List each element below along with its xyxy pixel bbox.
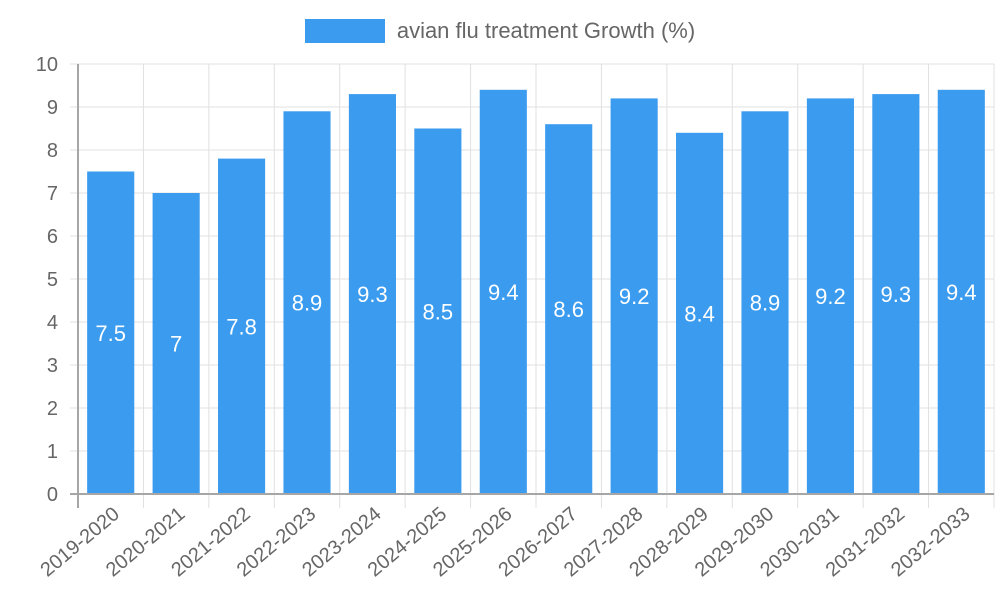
bar-value-label: 9.4	[946, 280, 977, 305]
y-tick-label: 5	[47, 269, 58, 291]
bar-value-label: 8.9	[292, 291, 323, 316]
bar[interactable]	[545, 124, 593, 494]
chart-legend: avian flu treatment Growth (%)	[0, 18, 1000, 44]
y-tick-label: 0	[47, 484, 58, 506]
bar-value-label: 9.2	[815, 284, 846, 309]
bars	[87, 89, 985, 495]
bar[interactable]	[937, 89, 985, 495]
y-tick-label: 2	[47, 398, 58, 420]
bar-value-label: 8.5	[423, 299, 454, 324]
y-tick-label: 10	[36, 54, 58, 76]
y-tick-label: 3	[47, 355, 58, 377]
bar-value-label: 8.4	[684, 301, 715, 326]
bar[interactable]	[741, 111, 789, 495]
x-axis-ticks: 2019-20202020-20212021-20222022-20232023…	[37, 503, 975, 581]
legend-swatch[interactable]	[304, 19, 385, 43]
bar[interactable]	[806, 98, 854, 495]
bar[interactable]	[87, 171, 135, 495]
bar-value-label: 8.9	[750, 291, 781, 316]
y-tick-label: 7	[47, 183, 58, 205]
bar-value-label: 7	[170, 332, 182, 357]
bar-value-label: 8.6	[553, 297, 584, 322]
bar[interactable]	[283, 111, 331, 495]
bar-value-label: 7.8	[226, 314, 257, 339]
legend-label: avian flu treatment Growth (%)	[396, 18, 696, 43]
y-axis-ticks: 0 1 2 3 4 5 6 7 8 9 10	[36, 54, 58, 506]
data-labels: 7.5 7 7.8 8.9 9.3 8.5 9.4 8.6 9.2 8.4 8.9 9.2 9.3 9.4	[95, 280, 976, 357]
y-tick-label: 4	[47, 312, 58, 334]
y-tick-label: 9	[47, 97, 58, 119]
bar[interactable]	[872, 94, 920, 494]
y-tick-label: 6	[47, 226, 58, 248]
axes	[70, 64, 994, 508]
bar-value-label: 9.3	[357, 282, 388, 307]
bar-value-label: 9.4	[488, 280, 519, 305]
bar[interactable]	[414, 128, 462, 495]
bar-value-label: 9.2	[619, 284, 650, 309]
bar-value-label: 7.5	[95, 321, 126, 346]
grid-lines	[70, 63, 995, 508]
bar[interactable]	[610, 98, 658, 495]
bar[interactable]	[348, 94, 396, 494]
bar-value-label: 9.3	[881, 282, 912, 307]
bar[interactable]	[676, 132, 724, 495]
bar[interactable]	[218, 158, 266, 494]
y-tick-label: 8	[47, 140, 58, 162]
y-tick-label: 1	[47, 441, 58, 463]
bar[interactable]	[152, 193, 200, 494]
bar[interactable]	[479, 89, 527, 495]
